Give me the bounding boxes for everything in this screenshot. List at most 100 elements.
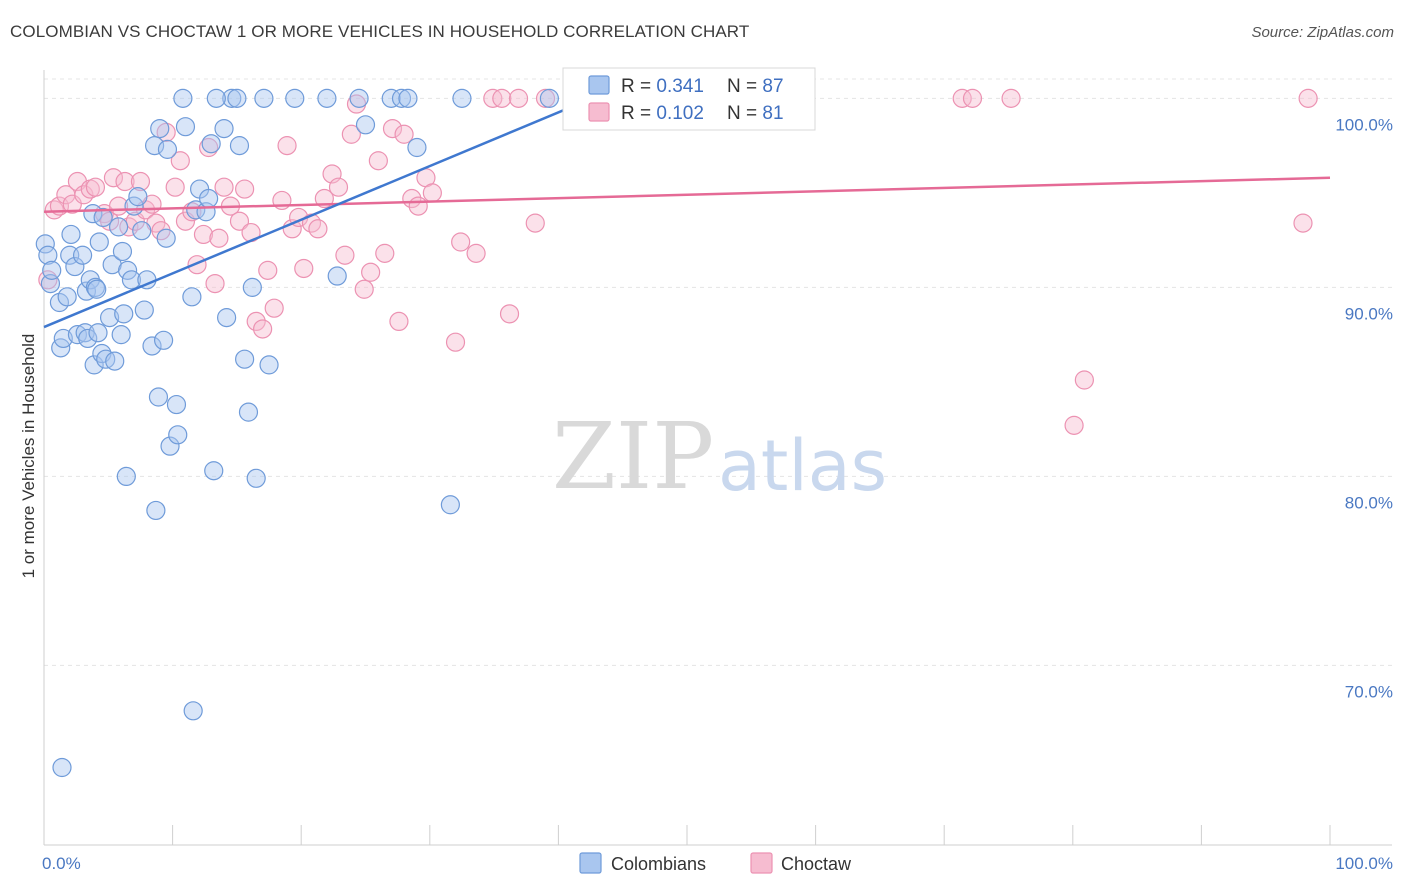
choctaw-point xyxy=(335,245,355,265)
axes xyxy=(43,70,1392,846)
choctaw-point xyxy=(258,260,278,280)
choctaw-point xyxy=(499,304,520,324)
choctaw-point xyxy=(214,177,234,197)
choctaw-point xyxy=(525,213,545,233)
colombians-point xyxy=(285,88,305,108)
colombians-point xyxy=(391,88,412,108)
legend-choctaw-r-label: R = xyxy=(621,103,656,124)
choctaw-point xyxy=(1001,88,1021,108)
bottom-legend-swatch-choctaw xyxy=(750,852,773,874)
bottom-legend: Colombians Choctaw xyxy=(579,852,852,874)
choctaw-point xyxy=(1298,88,1318,108)
legend-choctaw-n-value: 81 xyxy=(762,103,783,124)
y-tick-labels: 70.0% 80.0% 90.0% 100.0% xyxy=(1335,115,1393,701)
colombians-point xyxy=(156,228,176,248)
choctaw-point xyxy=(85,177,106,197)
colombians-point xyxy=(84,355,104,375)
choctaw-point xyxy=(952,88,972,108)
choctaw-point xyxy=(361,262,381,282)
choctaw-point xyxy=(209,228,229,248)
choctaw-point xyxy=(103,168,124,188)
choctaw-point xyxy=(328,177,349,197)
colombians-point xyxy=(146,500,166,521)
colombians-point xyxy=(214,118,234,139)
colombians-point xyxy=(317,88,337,108)
colombians-point xyxy=(67,325,88,345)
choctaw-point xyxy=(508,88,529,108)
choctaw-point xyxy=(1074,370,1094,390)
choctaw-point xyxy=(130,171,151,192)
colombians-point xyxy=(254,88,274,108)
colombians-point xyxy=(160,436,180,456)
choctaw-point xyxy=(466,243,486,263)
colombians-point xyxy=(114,304,134,324)
colombians-point xyxy=(182,287,202,307)
choctaw-point xyxy=(422,183,442,203)
choctaw-points xyxy=(38,88,1318,435)
colombians-point xyxy=(206,88,226,108)
y-tick-label: 80.0% xyxy=(1345,493,1393,512)
colombians-point xyxy=(142,336,162,356)
watermark-zip: ZIP xyxy=(552,403,714,510)
choctaw-point xyxy=(389,311,409,332)
colombians-point xyxy=(381,88,401,108)
choctaw-point xyxy=(382,118,403,139)
legend-swatch-colombians xyxy=(588,75,610,95)
legend-swatch-choctaw xyxy=(588,102,610,122)
choctaw-point xyxy=(205,273,225,294)
colombians-point xyxy=(201,134,221,154)
svg-text:R = 0.341: R = 0.341 xyxy=(621,76,704,97)
y-tick-label: 70.0% xyxy=(1345,682,1393,701)
colombians-point xyxy=(78,328,98,349)
colombians-point xyxy=(227,88,247,108)
legend-colombians-n-label: N = xyxy=(727,76,762,97)
colombians-point xyxy=(87,279,107,299)
colombians-point xyxy=(398,88,418,108)
choctaw-point xyxy=(264,298,284,318)
colombians-point xyxy=(222,88,242,108)
colombians-point xyxy=(199,188,219,209)
colombians-point xyxy=(259,355,279,375)
y-tick-label: 100.0% xyxy=(1335,115,1393,134)
colombians-point xyxy=(72,245,93,265)
colombians-points xyxy=(35,88,559,778)
choctaw-point xyxy=(962,88,983,108)
legend-colombians-n-value: 87 xyxy=(762,76,783,97)
colombians-point xyxy=(57,287,77,307)
chart-title: COLOMBIAN VS CHOCTAW 1 OR MORE VEHICLES … xyxy=(10,22,750,41)
legend-choctaw-n-label: N = xyxy=(727,103,762,124)
colombians-point xyxy=(150,118,170,139)
choctaw-point xyxy=(44,200,64,220)
colombians-point xyxy=(217,308,237,328)
choctaw-point xyxy=(1293,213,1313,233)
choctaw-point xyxy=(170,151,190,171)
colombians-point xyxy=(407,137,427,158)
choctaw-point xyxy=(1064,415,1084,435)
choctaw-point xyxy=(165,177,185,197)
y-axis-title: 1 or more Vehicles in Household xyxy=(19,334,38,579)
colombians-point xyxy=(105,351,125,371)
bottom-legend-choctaw: Choctaw xyxy=(781,854,852,874)
bottom-legend-swatch-colombians xyxy=(579,852,602,874)
colombians-point xyxy=(246,468,266,488)
choctaw-point xyxy=(394,124,414,144)
colombians-point xyxy=(88,323,108,343)
colombians-point xyxy=(238,402,259,422)
colombians-point xyxy=(53,328,73,349)
colombians-point xyxy=(153,330,174,350)
svg-text:R = 0.102: R = 0.102 xyxy=(621,103,704,124)
choctaw-point xyxy=(253,319,273,339)
choctaw-point xyxy=(341,124,361,144)
choctaw-point xyxy=(193,224,214,245)
colombians-point xyxy=(349,88,369,108)
legend-choctaw-r-value: 0.102 xyxy=(656,103,704,124)
choctaw-point xyxy=(235,179,255,199)
choctaw-point xyxy=(451,232,471,252)
colombians-point xyxy=(166,394,187,415)
colombians-trend-line xyxy=(43,108,566,329)
colombians-point xyxy=(93,207,113,228)
colombians-point xyxy=(355,115,376,135)
colombians-point xyxy=(38,245,58,265)
colombians-point xyxy=(132,221,152,241)
